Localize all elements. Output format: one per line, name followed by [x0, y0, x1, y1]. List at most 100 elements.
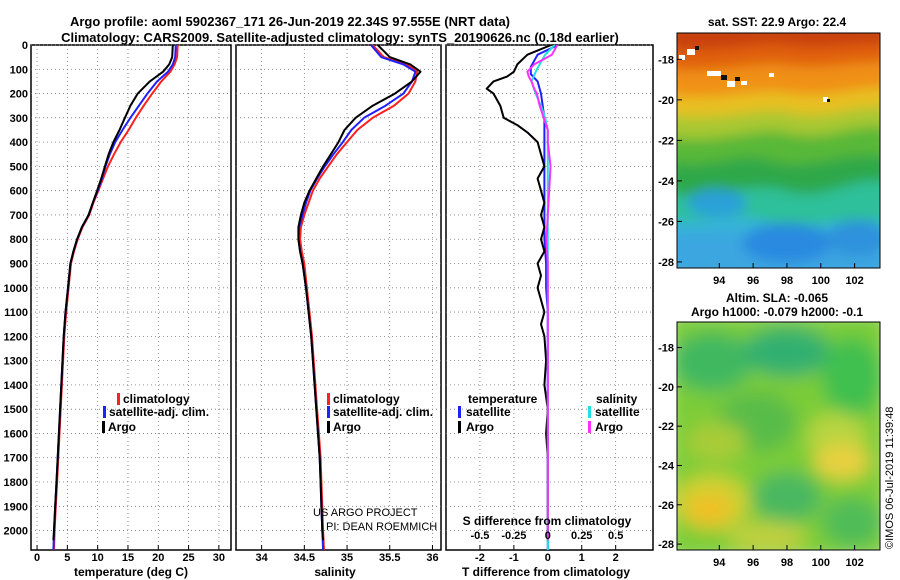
depth-tick-label: 200 — [10, 89, 28, 101]
depth-tick-label: 1700 — [4, 453, 28, 465]
header-line-2: Climatology: CARS2009. Satellite-adjuste… — [61, 30, 619, 45]
legend-label-climatology: climatology — [123, 392, 190, 406]
depth-tick-label: 700 — [10, 210, 28, 222]
difference-tick-label: -1 — [509, 552, 519, 564]
temperature-tick-label: 20 — [152, 552, 164, 564]
temperature-legend: climatology satellite-adj. clim. Argo — [102, 392, 209, 434]
temperature-tick-label: 15 — [122, 552, 134, 564]
depth-tick-label: 500 — [10, 161, 28, 173]
difference-tick-label: 0 — [545, 552, 551, 564]
map-x-tick-label: 100 — [812, 275, 830, 287]
depth-tick-label: 1800 — [4, 477, 28, 489]
temperature-tick-label: 0 — [34, 552, 40, 564]
depth-tick-label: 1300 — [4, 356, 28, 368]
salinity-tick-label: 34.5 — [294, 552, 315, 564]
legend-swatch-s-satellite — [588, 406, 591, 418]
s-difference-ticks: -0.5 -0.25 0 0.25 0.5 — [470, 530, 623, 542]
salinity-satellite-adj-clim--line — [297, 45, 417, 550]
temperature-axis-label: temperature (deg C) — [74, 565, 188, 579]
header-line-1: Argo profile: aoml 5902367_171 26-Jun-20… — [70, 14, 510, 29]
sla-map-title: Altim. SLA: -0.065 — [726, 291, 828, 305]
legend-swatch-argo — [102, 421, 105, 433]
legend-title-temperature: temperature — [468, 392, 538, 406]
sst-map — [676, 32, 881, 269]
profile-series — [52, 45, 559, 550]
legend-label-argo: Argo — [333, 420, 361, 434]
s-difference-tick-label: 0.25 — [571, 530, 592, 542]
legend-swatch-argo — [327, 421, 330, 433]
salinity-tick-label: 34 — [256, 552, 269, 564]
temperature-climatology-line — [53, 45, 179, 550]
sst-map-ticks: 94 96 98 100 102 -18 -20 -22 -24 -26 -28 — [658, 54, 864, 287]
map-x-tick-label: 94 — [713, 557, 726, 569]
depth-tick-label: 1200 — [4, 331, 28, 343]
temperature-panel — [30, 44, 232, 551]
legend-swatch-climatology — [117, 393, 120, 405]
s-difference-tick-label: -0.25 — [501, 530, 526, 542]
sst-map-title: sat. SST: 22.9 Argo: 22.4 — [708, 15, 847, 29]
map-x-tick-label: 98 — [781, 275, 793, 287]
map-x-tick-label: 96 — [747, 557, 759, 569]
difference-tick-label: -2 — [475, 552, 485, 564]
map-y-tick-label: -28 — [658, 539, 674, 551]
s-difference-tick-label: -0.5 — [470, 530, 489, 542]
salinity-climatology-line — [299, 45, 419, 550]
project-credit: US ARGO PROJECT — [313, 507, 418, 519]
map-y-tick-label: -26 — [658, 500, 674, 512]
temperature-argo-line — [52, 45, 174, 541]
map-y-tick-label: -22 — [658, 421, 674, 433]
legend-swatch-t-satellite — [458, 406, 461, 418]
salinity-tick-label: 36 — [426, 552, 438, 564]
legend-label-climatology: climatology — [333, 392, 400, 406]
depth-tick-label: 400 — [10, 137, 28, 149]
temperature-tick-label: 5 — [64, 552, 70, 564]
salinity-argo-line — [297, 45, 422, 541]
legend-swatch-climatology — [327, 393, 330, 405]
legend-label-t-argo: Argo — [466, 420, 494, 434]
map-y-tick-label: -26 — [658, 216, 674, 228]
depth-tick-label: 1900 — [4, 501, 28, 513]
difference-s-satellite-line — [530, 45, 556, 550]
sla-map — [676, 321, 881, 551]
legend-label-satellite: satellite-adj. clim. — [333, 405, 433, 419]
difference-s-argo-line — [526, 45, 559, 541]
depth-tick-label: 600 — [10, 186, 28, 198]
map-x-tick-label: 98 — [781, 557, 793, 569]
map-y-tick-label: -18 — [658, 343, 674, 355]
legend-title-salinity: salinity — [596, 392, 638, 406]
legend-label-s-argo: Argo — [595, 420, 623, 434]
depth-tick-label: 0 — [22, 40, 28, 52]
depth-tick-label: 800 — [10, 234, 28, 246]
temperature-tick-label: 30 — [213, 552, 225, 564]
legend-label-s-satellite: satellite — [595, 405, 640, 419]
legend-label-satellite: satellite-adj. clim. — [109, 405, 209, 419]
map-x-tick-label: 94 — [713, 275, 726, 287]
difference-tick-label: 2 — [613, 552, 619, 564]
difference-t-argo-line — [485, 45, 552, 541]
depth-tick-label: 1600 — [4, 428, 28, 440]
map-y-tick-label: -22 — [658, 135, 674, 147]
depth-tick-label: 1000 — [4, 283, 28, 295]
difference-panel — [445, 44, 654, 551]
depth-tick-label: 100 — [10, 64, 28, 76]
temperature-satellite-adj-clim--line — [52, 45, 177, 550]
map-y-tick-label: -20 — [658, 95, 674, 107]
temperature-tick-label: 10 — [92, 552, 104, 564]
legend-swatch-satellite — [327, 406, 330, 418]
pi-credit: PI: DEAN ROEMMICH — [326, 521, 437, 533]
temperature-tick-label: 25 — [182, 552, 194, 564]
salinity-legend: climatology satellite-adj. clim. Argo — [327, 392, 433, 434]
map-y-tick-label: -24 — [658, 176, 675, 188]
s-difference-label: S difference from climatology — [463, 514, 632, 528]
depth-tick-label: 1500 — [4, 404, 28, 416]
map-y-tick-label: -24 — [658, 460, 675, 472]
axis-ticks: 0100200300400500600700800900100011001200… — [4, 40, 619, 564]
salinity-tick-label: 35 — [341, 552, 353, 564]
map-y-tick-label: -18 — [658, 54, 674, 66]
map-x-tick-label: 102 — [845, 557, 863, 569]
map-y-tick-label: -20 — [658, 382, 674, 394]
sla-map-subtitle: Argo h1000: -0.079 h2000: -0.1 — [691, 305, 863, 319]
legend-label-t-satellite: satellite — [466, 405, 511, 419]
map-x-tick-label: 100 — [812, 557, 830, 569]
difference-legend: temperature salinity satellite Argo sate… — [458, 392, 640, 434]
